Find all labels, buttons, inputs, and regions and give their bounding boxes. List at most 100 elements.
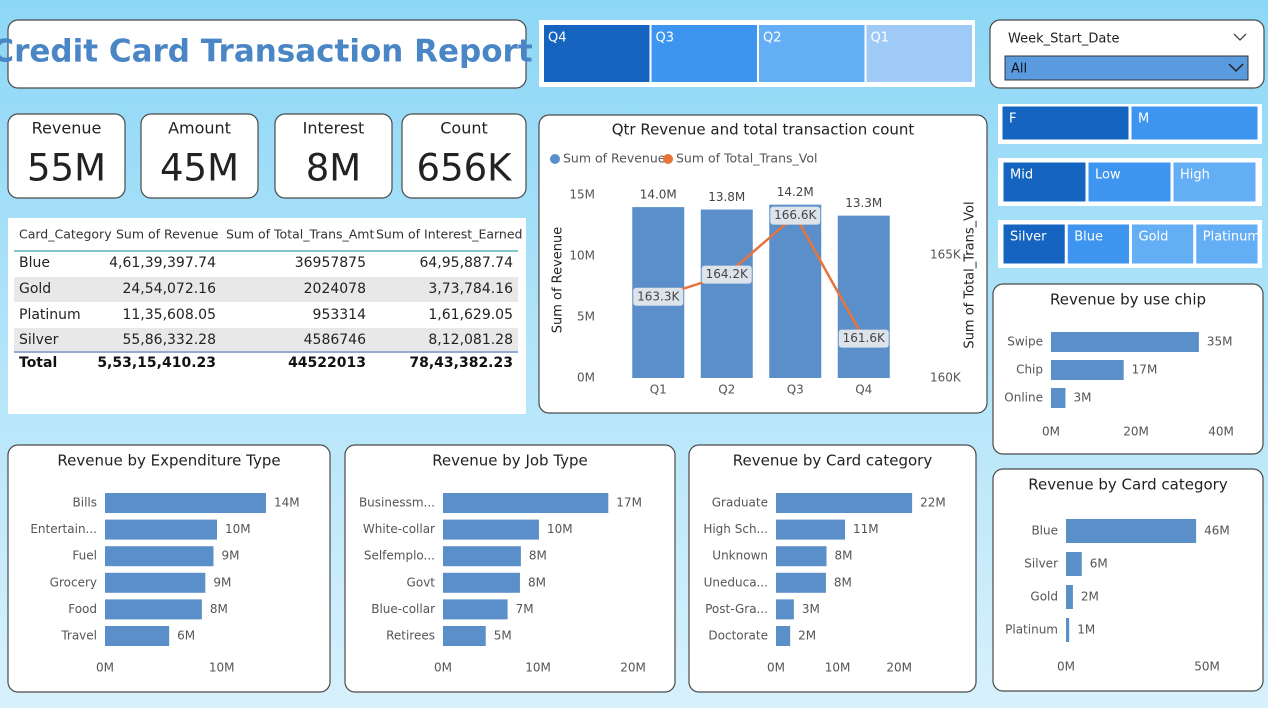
bar bbox=[443, 572, 520, 593]
chart-title: Revenue by Job Type bbox=[432, 452, 588, 470]
bar bbox=[1051, 360, 1124, 380]
bar-value-label: 8M bbox=[210, 602, 228, 616]
category-label: Platinum bbox=[1005, 623, 1058, 637]
chart-title: Qtr Revenue and total transaction count bbox=[612, 121, 915, 139]
quarter-button[interactable] bbox=[651, 25, 758, 82]
table-cell: 953314 bbox=[313, 307, 367, 323]
card-button[interactable] bbox=[1195, 223, 1259, 265]
bar-value-label: 7M bbox=[516, 602, 534, 616]
bar-value-label: 1M bbox=[1077, 623, 1095, 637]
card-button-label: Gold bbox=[1139, 230, 1169, 245]
kpi-card bbox=[7, 113, 126, 199]
bar-value-label: 8M bbox=[528, 575, 546, 589]
card-button-label: Blue bbox=[1074, 230, 1103, 245]
bar-value-label: 8M bbox=[835, 549, 853, 563]
x-tick-label: Q1 bbox=[650, 383, 667, 397]
bar-value-label: 17M bbox=[616, 496, 642, 510]
chevron bbox=[1233, 33, 1247, 41]
legend-label: Sum of Total_Trans_Vol bbox=[676, 151, 817, 166]
income-button[interactable] bbox=[1172, 161, 1257, 203]
table-header: Sum of Revenue bbox=[116, 227, 219, 242]
week-dropdown[interactable] bbox=[1004, 55, 1249, 81]
category-label: White-collar bbox=[363, 522, 435, 536]
bar-value-label: 22M bbox=[920, 496, 946, 510]
table-cell: 4586746 bbox=[304, 332, 366, 348]
quarter-button[interactable] bbox=[544, 25, 650, 82]
category-label: Food bbox=[68, 602, 97, 616]
quarter-button[interactable] bbox=[759, 25, 865, 82]
bar bbox=[1066, 585, 1073, 609]
bar bbox=[1051, 332, 1199, 352]
chart-title: Revenue by Card category bbox=[733, 452, 933, 470]
x-tick-label: 20M bbox=[886, 661, 912, 675]
bar bbox=[776, 546, 827, 567]
bar bbox=[443, 493, 609, 513]
table-header: Sum of Interest_Earned bbox=[376, 227, 522, 242]
table-cell: 11,35,608.05 bbox=[122, 307, 216, 323]
y-tick-label: 5M bbox=[577, 309, 595, 323]
gender-button[interactable] bbox=[1130, 105, 1259, 141]
card-button[interactable] bbox=[1066, 223, 1130, 265]
kpi-card bbox=[401, 113, 527, 199]
x-tick-label: 20M bbox=[620, 661, 646, 675]
y-tick-label: 10M bbox=[569, 248, 595, 262]
bar-value-label: 13.3M bbox=[845, 196, 882, 210]
quarter-button[interactable] bbox=[866, 25, 973, 82]
quarter-button-label: Q1 bbox=[871, 31, 890, 46]
table-cell: 64,95,887.74 bbox=[419, 255, 513, 271]
category-label: Blue bbox=[1031, 524, 1058, 538]
legend-swatch bbox=[663, 154, 673, 164]
table-header: Card_Category bbox=[19, 227, 112, 242]
gender-button[interactable] bbox=[1001, 105, 1130, 141]
income-button[interactable] bbox=[1002, 161, 1087, 203]
bar-value-label: 10M bbox=[225, 522, 251, 536]
kpi-label: Amount bbox=[168, 119, 231, 138]
bar bbox=[443, 519, 539, 540]
bar bbox=[776, 626, 791, 646]
x-tick-label: 10M bbox=[825, 661, 851, 675]
table-cell: Platinum bbox=[19, 307, 81, 323]
line-label-box bbox=[633, 287, 684, 306]
line-label-box bbox=[838, 329, 889, 348]
x-tick-label: 0M bbox=[96, 661, 114, 675]
income-button-label: Low bbox=[1095, 168, 1121, 183]
gender-button-label: F bbox=[1009, 112, 1016, 127]
kpi-value: 45M bbox=[160, 147, 239, 190]
x-tick-label: Q3 bbox=[787, 383, 804, 397]
table-total: 44522013 bbox=[288, 355, 366, 371]
category-label: Chip bbox=[1016, 363, 1043, 377]
y-tick-label: 15M bbox=[569, 187, 595, 201]
income-button-label: Mid bbox=[1010, 168, 1033, 183]
bar bbox=[105, 599, 202, 620]
category-label: High Sch... bbox=[703, 522, 768, 536]
table-total: 78,43,382.23 bbox=[409, 355, 513, 371]
table-cell: 55,86,332.28 bbox=[122, 332, 216, 348]
card-button[interactable] bbox=[1002, 223, 1066, 265]
x-tick-label: 40M bbox=[1208, 425, 1234, 439]
bar-value-label: 8M bbox=[529, 549, 547, 563]
category-label: Doctorate bbox=[708, 629, 768, 643]
bar-value-label: 10M bbox=[547, 522, 573, 536]
bar bbox=[1066, 519, 1197, 543]
bar bbox=[776, 572, 826, 593]
x-tick-label: 0M bbox=[767, 661, 785, 675]
bar-value-label: 13.8M bbox=[708, 190, 745, 204]
category-label: Entertain... bbox=[30, 522, 97, 536]
x-tick-label: 10M bbox=[525, 661, 551, 675]
card-button-label: Platinum bbox=[1203, 230, 1260, 245]
bar-value-label: 3M bbox=[1073, 391, 1091, 405]
bar bbox=[776, 519, 845, 540]
card-button[interactable] bbox=[1131, 223, 1195, 265]
table-cell: 1,61,629.05 bbox=[428, 307, 513, 323]
x-tick-label: Q2 bbox=[718, 383, 735, 397]
line-value-label: 163.3K bbox=[637, 289, 680, 303]
week-slicer-label: Week_Start_Date bbox=[1008, 32, 1119, 47]
category-label: Gold bbox=[1030, 590, 1058, 604]
kpi-label: Count bbox=[440, 119, 488, 138]
bar-value-label: 6M bbox=[1090, 557, 1108, 571]
income-button[interactable] bbox=[1087, 161, 1172, 203]
y2-tick-label: 160K bbox=[930, 371, 962, 385]
x-tick-label: 10M bbox=[209, 661, 235, 675]
bar bbox=[443, 599, 508, 620]
